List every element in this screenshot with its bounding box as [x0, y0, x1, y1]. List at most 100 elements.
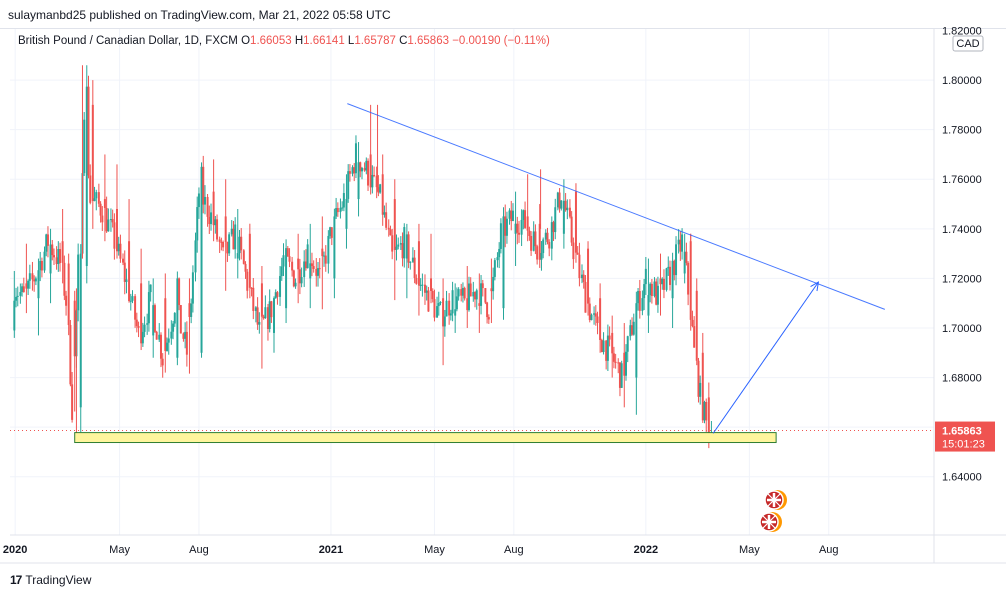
- x-tick-label: May: [109, 544, 130, 556]
- candle-body: [224, 216, 227, 242]
- candle-body: [15, 296, 18, 301]
- candle-body: [153, 305, 156, 332]
- candle-body: [264, 307, 267, 319]
- flag-saltire: [767, 493, 781, 507]
- candle-body: [303, 261, 306, 278]
- candle-body: [550, 222, 553, 249]
- candle-body: [530, 236, 533, 251]
- candle-body: [623, 352, 626, 376]
- candle-body: [59, 249, 62, 264]
- x-tick-label: 2020: [3, 544, 27, 556]
- flag-saltire: [762, 515, 776, 529]
- candle-body: [55, 257, 58, 265]
- candle-body: [510, 210, 513, 222]
- candle-body: [51, 244, 54, 256]
- candle-body: [701, 352, 704, 421]
- candle-body: [288, 256, 291, 262]
- candle-body: [155, 331, 158, 340]
- candle-body: [574, 191, 577, 253]
- candle-body: [43, 251, 46, 271]
- candle-body: [528, 230, 531, 237]
- candle-body: [240, 236, 243, 251]
- tradingview-brand: TradingView: [25, 573, 92, 587]
- y-tick-label: 1.68000: [942, 373, 982, 385]
- candle-body: [262, 316, 265, 319]
- candle-body: [442, 298, 445, 327]
- candle-body: [333, 216, 336, 279]
- candle-body: [608, 335, 611, 340]
- candle-body: [274, 292, 277, 299]
- candle-body: [423, 284, 426, 293]
- candle-body: [472, 292, 475, 297]
- candle-body: [306, 244, 309, 269]
- open-value: 1.66053: [250, 35, 292, 47]
- candle-body: [681, 234, 684, 252]
- candle-body: [655, 281, 658, 305]
- candle-body: [647, 295, 650, 316]
- candle-body: [238, 236, 241, 254]
- x-tick-label: Aug: [504, 544, 524, 556]
- candle-body: [375, 175, 378, 188]
- candle-body: [568, 207, 571, 217]
- candle-body: [359, 162, 362, 172]
- candle-body: [505, 218, 508, 236]
- open-label: O: [241, 35, 251, 47]
- candle-body: [552, 222, 555, 233]
- candle-body: [415, 277, 418, 284]
- candle-body: [393, 199, 396, 250]
- candle-body: [675, 244, 678, 276]
- candle-body: [210, 212, 213, 225]
- candle-body: [463, 287, 466, 299]
- candle-body: [310, 263, 313, 267]
- candle-body: [656, 285, 659, 305]
- candle-body: [514, 223, 517, 234]
- candle-body: [190, 303, 193, 317]
- candle-body: [566, 207, 569, 211]
- high-label: H: [294, 35, 304, 47]
- candle-body: [421, 284, 424, 286]
- candle-body: [298, 269, 301, 284]
- candle-body: [590, 314, 593, 321]
- candle-body: [409, 261, 412, 263]
- candle-body: [511, 210, 514, 222]
- candle-body: [353, 167, 356, 174]
- candle-body: [532, 231, 535, 251]
- low-value: 1.65787: [354, 35, 396, 47]
- candle-body: [57, 249, 60, 265]
- candle-body: [208, 216, 211, 225]
- candle-body: [365, 160, 368, 171]
- candle-body: [667, 266, 670, 269]
- candle-body: [19, 292, 22, 296]
- candle-body: [620, 363, 623, 388]
- candle-body: [466, 298, 469, 311]
- candle-body: [669, 266, 671, 285]
- candle-body: [544, 232, 547, 240]
- candle-body: [576, 252, 579, 255]
- candle-body: [659, 278, 662, 285]
- candle-body: [276, 292, 279, 297]
- candle-body: [218, 239, 221, 242]
- candle-body: [93, 198, 96, 202]
- candle-body: [385, 212, 388, 228]
- currency-box: [952, 35, 984, 52]
- candle-body: [449, 313, 452, 316]
- candle-body: [411, 257, 414, 262]
- candle-body: [469, 283, 472, 297]
- candle-body: [562, 200, 565, 234]
- candle-body: [101, 215, 104, 223]
- candle-body: [403, 227, 406, 259]
- candle-body: [542, 239, 545, 254]
- candle-body: [635, 303, 638, 378]
- candle-body: [695, 290, 698, 361]
- candle-body: [548, 241, 551, 249]
- candle-body: [21, 286, 24, 293]
- candle-body: [197, 193, 200, 208]
- candle-body: [490, 288, 493, 292]
- candle-body: [499, 223, 502, 249]
- candle-body: [599, 298, 602, 340]
- candle-body: [467, 283, 470, 311]
- candle-body: [119, 243, 122, 259]
- candle-body: [391, 235, 394, 252]
- candle-body: [25, 283, 28, 289]
